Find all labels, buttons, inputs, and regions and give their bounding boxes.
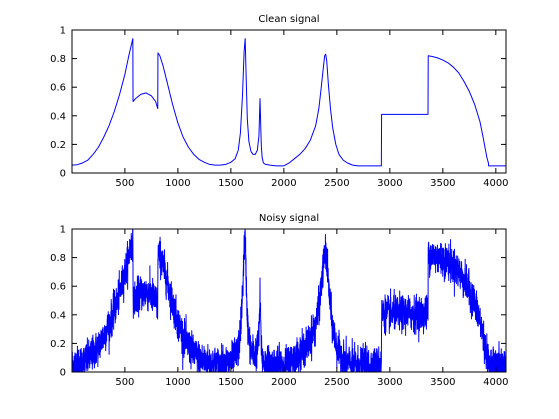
ticks-layer: 500 1000 1500 2000 2500 3000 3500 4000 0 0.2 0.4 0.… [50,26,508,190]
y-tick-label: 1 [60,26,66,37]
x-tick-label: 3000 [377,377,402,388]
y-tick-label: 0.6 [50,83,66,94]
chart-title: Clean signal [258,14,319,25]
x-tick-label: 2500 [324,377,349,388]
y-tick-label: 0 [60,169,66,180]
y-tick-label: 0.2 [50,339,66,350]
axes-box [71,29,507,174]
x-tick-label: 3500 [430,178,455,189]
axes-box [71,228,507,373]
series-layer [72,38,506,167]
ticks-layer: 500 1000 1500 2000 2500 3000 3500 4000 0 0.2 0.4 0.… [50,225,508,389]
x-tick-label: 3500 [430,377,455,388]
x-tick-label: 1000 [165,377,190,388]
y-tick-label: 0.4 [50,310,66,321]
y-tick-label: 0.4 [50,111,66,122]
x-tick-label: 1000 [165,178,190,189]
series-line-0 [72,229,506,372]
x-tick-label: 1500 [218,178,243,189]
y-tick-label: 0.2 [50,140,66,151]
clean-signal-panel: Clean signal 500 1000 1500 2000 2500 3000 3500… [50,14,508,189]
x-tick-label: 500 [115,377,134,388]
x-tick-label: 1500 [218,377,243,388]
x-tick-label: 2000 [271,178,296,189]
x-tick-label: 2000 [271,377,296,388]
y-tick-label: 0.8 [50,54,66,65]
chart-title: Noisy signal [259,213,319,224]
x-tick-label: 2500 [324,178,349,189]
noisy-signal-panel: Noisy signal 500 1000 1500 2000 2500 3000 3500… [50,213,508,388]
y-tick-label: 0 [60,368,66,379]
x-tick-label: 500 [115,178,134,189]
x-tick-label: 4000 [483,377,508,388]
x-tick-label: 3000 [377,178,402,189]
y-tick-label: 0.8 [50,253,66,264]
series-line-0 [72,38,506,167]
y-tick-label: 1 [60,225,66,236]
series-layer [72,229,506,372]
y-tick-label: 0.6 [50,282,66,293]
x-tick-label: 4000 [483,178,508,189]
